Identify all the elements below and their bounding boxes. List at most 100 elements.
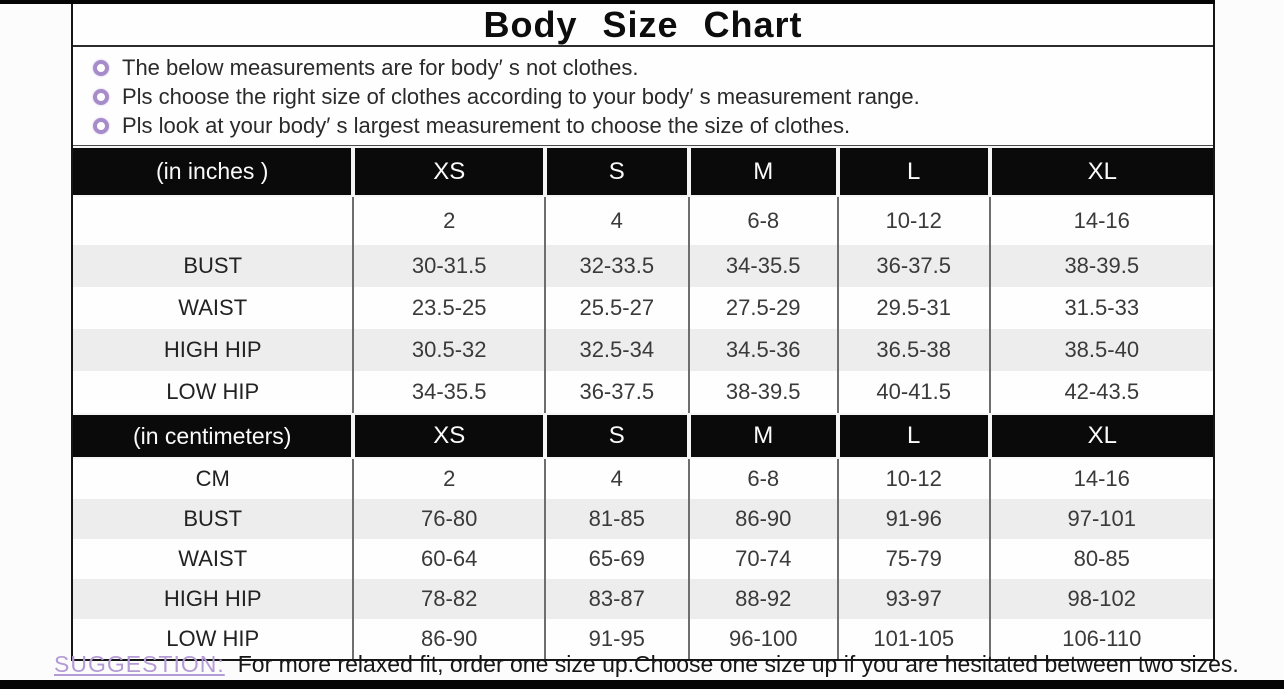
value-cell: 86-90 (352, 619, 545, 659)
bullet-ring-icon (93, 59, 109, 76)
size-header-cell: XL (987, 146, 1213, 197)
value-cell: 86-90 (687, 499, 838, 539)
value-cell: 91-96 (836, 499, 990, 539)
suggestion-text: For more relaxed fit, order one size up.… (237, 651, 1239, 677)
note-text: The below measurements are for body′ s n… (122, 54, 639, 80)
value-cell: 70-74 (687, 539, 838, 579)
value-cell: 76-80 (352, 499, 545, 539)
unit-label-cell: (in inches ) (73, 146, 354, 197)
table-row: 2 4 6-8 10-12 14-16 (73, 196, 1213, 245)
row-label-cell: CM (195, 466, 230, 491)
note-line: Pls look at your body′ s largest measure… (89, 111, 1203, 140)
value-cell: 30.5-32 (352, 329, 545, 371)
value-cell: 23.5-25 (352, 287, 545, 329)
value-cell: 6-8 (687, 458, 838, 499)
note-text: Pls choose the right size of clothes acc… (122, 83, 920, 109)
value-cell: 14-16 (988, 196, 1213, 245)
value-cell: 4 (543, 458, 689, 499)
centimeters-size-table: (in centimeters) XS S M L XL CM 2 4 6-8 10-1… (73, 413, 1213, 659)
bullet-ring-icon (93, 117, 109, 134)
size-header-row: (in inches ) XS S M L XL (73, 146, 1213, 197)
value-cell: 34.5-36 (687, 329, 838, 371)
value-cell: 38-39.5 (687, 371, 838, 413)
top-black-strip (0, 0, 1215, 4)
row-label-cell: HIGH HIP (73, 579, 354, 619)
size-header-cell: S (542, 413, 689, 459)
chart-frame: Body Size Chart The below measurements a… (71, 4, 1215, 661)
value-cell: 32-33.5 (543, 245, 689, 287)
table-row: BUST 30-31.5 32-33.5 34-35.5 36-37.5 38-39.5 (73, 245, 1213, 287)
value-cell: 98-102 (988, 579, 1213, 619)
value-cell: 34-35.5 (687, 245, 838, 287)
value-cell: 91-95 (543, 619, 689, 659)
value-cell: 65-69 (543, 539, 689, 579)
size-header-cell: XL (987, 413, 1213, 459)
value-cell: 75-79 (836, 539, 990, 579)
value-cell: 34-35.5 (352, 371, 545, 413)
table-row: WAIST 60-64 65-69 70-74 75-79 80-85 (73, 539, 1213, 579)
value-cell: 36-37.5 (836, 245, 990, 287)
row-label-cell: WAIST (178, 546, 248, 571)
note-text: Pls look at your body′ s largest measure… (122, 112, 851, 138)
value-cell: 106-110 (988, 619, 1213, 659)
table-row: LOW HIP 86-90 91-95 96-100 101-105 106-110 (73, 619, 1213, 659)
table-row: WAIST 23.5-25 25.5-27 27.5-29 29.5-31 31.5-33 (73, 287, 1213, 329)
value-cell: 30-31.5 (352, 245, 545, 287)
suggestion-label: SUGGESTION: (54, 651, 225, 677)
value-cell: 88-92 (687, 579, 838, 619)
value-cell: 4 (543, 196, 689, 245)
size-header-cell: L (835, 146, 990, 197)
size-header-cell: XS (351, 413, 545, 459)
value-cell: 60-64 (352, 539, 545, 579)
row-label-cell: LOW HIP (166, 379, 260, 404)
suggestion-line: SUGGESTION: For more relaxed fit, order o… (54, 651, 1239, 678)
value-cell: 101-105 (836, 619, 990, 659)
value-cell: 81-85 (543, 499, 689, 539)
notes-section: The below measurements are for body′ s n… (73, 47, 1213, 146)
page-title: Body Size Chart (73, 4, 1213, 47)
size-header-row: (in centimeters) XS S M L XL (73, 413, 1213, 459)
value-cell: 6-8 (687, 196, 838, 245)
value-cell: 10-12 (836, 196, 990, 245)
size-header-cell: M (686, 146, 838, 197)
value-cell: 96-100 (687, 619, 838, 659)
size-header-cell: M (686, 413, 838, 459)
table-row: CM 2 4 6-8 10-12 14-16 (73, 458, 1213, 499)
value-cell: 2 (352, 196, 545, 245)
bottom-black-bar (0, 680, 1284, 689)
value-cell: 29.5-31 (836, 287, 990, 329)
note-line: Pls choose the right size of clothes acc… (89, 82, 1203, 111)
value-cell: 32.5-34 (543, 329, 689, 371)
value-cell: 27.5-29 (687, 287, 838, 329)
value-cell: 83-87 (543, 579, 689, 619)
row-label-cell: HIGH HIP (73, 329, 354, 371)
value-cell: 42-43.5 (988, 371, 1213, 413)
value-cell: 36.5-38 (836, 329, 990, 371)
row-label-cell: WAIST (178, 295, 248, 320)
value-cell: 31.5-33 (988, 287, 1213, 329)
row-label-cell: LOW HIP (166, 626, 260, 651)
row-label-cell: BUST (73, 245, 354, 287)
value-cell: 40-41.5 (836, 371, 990, 413)
value-cell: 14-16 (988, 458, 1213, 499)
value-cell: 93-97 (836, 579, 990, 619)
value-cell: 38-39.5 (988, 245, 1213, 287)
table-row: HIGH HIP 78-82 83-87 88-92 93-97 98-102 (73, 579, 1213, 619)
table-row: BUST 76-80 81-85 86-90 91-96 97-101 (73, 499, 1213, 539)
value-cell: 80-85 (988, 539, 1213, 579)
inches-table-body: 2 4 6-8 10-12 14-16 BUST 30-31.5 32-33.5 34-35.5… (73, 196, 1213, 413)
centimeters-table-body: CM 2 4 6-8 10-12 14-16 BUST 76-80 81-85 86-90 91-9… (73, 458, 1213, 659)
value-cell: 2 (352, 458, 545, 499)
value-cell: 25.5-27 (543, 287, 689, 329)
bullet-ring-icon (93, 88, 109, 105)
table-row: LOW HIP 34-35.5 36-37.5 38-39.5 40-41.5 42-43… (73, 371, 1213, 413)
value-cell: 78-82 (352, 579, 545, 619)
table-row: HIGH HIP 30.5-32 32.5-34 34.5-36 36.5-38 38.5… (73, 329, 1213, 371)
value-cell: 97-101 (988, 499, 1213, 539)
unit-label-cell: (in centimeters) (73, 413, 354, 459)
value-cell: 36-37.5 (543, 371, 689, 413)
row-label-cell: BUST (73, 499, 354, 539)
row-label-cell (73, 196, 353, 245)
size-header-cell: L (835, 413, 990, 459)
